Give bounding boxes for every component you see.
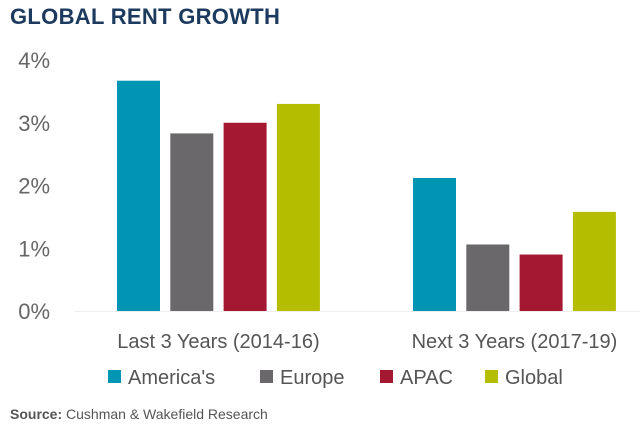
legend-swatch	[485, 370, 498, 383]
x-tick-label: Last 3 Years (2014-16)	[117, 331, 319, 353]
legend-label: America's	[128, 367, 215, 389]
source-note: Source: Cushman & Wakefield Research	[10, 406, 268, 422]
chart-title: GLOBAL RENT GROWTH	[10, 4, 281, 29]
y-tick-label: 1%	[18, 236, 50, 261]
y-tick-label: 3%	[18, 111, 50, 136]
y-tick-label: 0%	[18, 299, 50, 324]
legend-swatch	[108, 370, 121, 383]
bar-europe	[170, 133, 214, 311]
legend-label: Europe	[280, 367, 345, 389]
bar-global	[572, 211, 616, 311]
bar-apac	[519, 254, 563, 311]
legend-label: APAC	[400, 367, 453, 389]
x-tick-label: Next 3 Years (2017-19)	[412, 331, 618, 353]
source-label: Source:	[10, 406, 63, 422]
source-text: Cushman & Wakefield Research	[62, 406, 268, 422]
legend-swatch	[380, 370, 393, 383]
bar-apac	[223, 122, 267, 311]
legend-swatch	[260, 370, 273, 383]
bar-americas	[413, 177, 456, 311]
y-tick-label: 2%	[18, 174, 50, 199]
bar-global	[276, 103, 320, 311]
legend-label: Global	[505, 367, 563, 389]
bar-europe	[466, 244, 510, 311]
y-tick-label: 4%	[18, 48, 50, 73]
bar-americas	[117, 80, 160, 312]
